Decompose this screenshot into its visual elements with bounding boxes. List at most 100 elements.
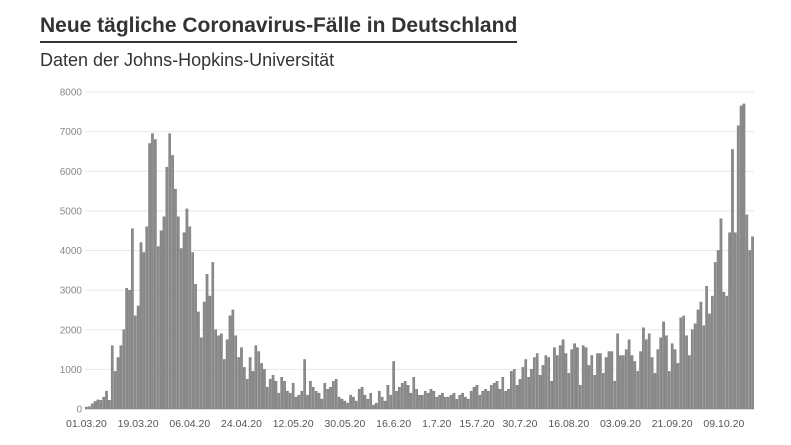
- bar: [495, 381, 499, 410]
- bar: [383, 400, 387, 410]
- bar: [142, 252, 146, 410]
- bar: [599, 353, 602, 410]
- bar: [713, 262, 717, 410]
- bar: [561, 339, 565, 410]
- bar: [489, 385, 493, 410]
- bar: [650, 357, 654, 410]
- bar: [711, 295, 714, 410]
- bar: [274, 381, 278, 410]
- bar: [266, 387, 269, 410]
- bar: [217, 335, 220, 410]
- x-tick-label: 12.05.20: [273, 418, 314, 430]
- bar: [507, 388, 510, 410]
- bar: [544, 355, 548, 410]
- bar: [208, 295, 212, 410]
- bar: [745, 214, 749, 410]
- x-tick-label: 06.04.20: [169, 418, 210, 430]
- y-tick-label: 8000: [60, 88, 83, 99]
- bar: [395, 390, 398, 410]
- bar: [352, 396, 355, 410]
- bar: [587, 365, 591, 410]
- bar: [277, 392, 281, 410]
- bar: [432, 390, 436, 410]
- bar: [573, 343, 576, 410]
- bar: [323, 383, 327, 410]
- y-tick-label: 0: [76, 405, 82, 416]
- bar: [191, 252, 194, 410]
- bar: [288, 392, 292, 410]
- bar: [469, 390, 473, 410]
- bar: [656, 349, 660, 410]
- bar: [231, 309, 235, 410]
- bar: [377, 390, 381, 410]
- bar: [521, 367, 525, 410]
- bar: [108, 400, 111, 410]
- bar: [590, 355, 594, 410]
- bar: [406, 385, 410, 410]
- y-tick-label: 4000: [60, 246, 83, 257]
- bar: [512, 369, 516, 410]
- y-tick-label: 5000: [60, 206, 83, 217]
- bar: [260, 363, 263, 410]
- bar: [444, 396, 447, 410]
- bar: [458, 394, 462, 410]
- bar: [337, 396, 341, 410]
- bar: [225, 339, 229, 410]
- bar: [426, 392, 430, 410]
- bar: [558, 345, 562, 410]
- bar: [696, 309, 700, 410]
- bar: [429, 388, 433, 410]
- bar: [636, 371, 640, 410]
- bar: [653, 373, 657, 410]
- bar: [240, 347, 243, 410]
- bar: [452, 392, 456, 410]
- bar: [647, 333, 651, 410]
- bar: [357, 388, 361, 410]
- x-tick-label: 30.7.20: [502, 418, 537, 430]
- bar: [702, 325, 706, 410]
- bar: [251, 371, 255, 410]
- bar: [538, 375, 542, 410]
- bar: [627, 339, 631, 410]
- x-tick-label: 03.09.20: [600, 418, 641, 430]
- bar: [622, 355, 625, 410]
- y-tick-label: 3000: [60, 286, 83, 297]
- bar: [449, 394, 453, 410]
- bar: [455, 398, 459, 410]
- bar: [197, 311, 200, 410]
- x-tick-label: 01.03.20: [66, 418, 107, 430]
- bar: [326, 388, 329, 410]
- bar: [633, 361, 637, 410]
- bar: [145, 226, 149, 410]
- bar: [105, 390, 108, 410]
- bar: [96, 399, 100, 410]
- y-tick-label: 2000: [60, 325, 83, 336]
- bar: [613, 381, 617, 410]
- bar: [409, 392, 413, 410]
- bar: [363, 394, 367, 410]
- bar: [303, 359, 306, 410]
- bar: [176, 216, 180, 410]
- bar: [360, 387, 364, 410]
- bar: [380, 396, 384, 410]
- bar: [492, 383, 496, 410]
- bar: [567, 373, 571, 410]
- bar: [581, 345, 585, 410]
- bar: [576, 347, 579, 410]
- bar: [375, 402, 378, 410]
- bar: [386, 385, 390, 410]
- bar: [466, 398, 470, 410]
- bar: [165, 167, 169, 410]
- bar: [530, 369, 533, 410]
- bar: [122, 329, 126, 410]
- bar: [90, 403, 94, 410]
- bar: [159, 230, 163, 410]
- bar: [309, 381, 312, 410]
- y-axis: 0 1000 2000 3000 4000 5000 6000 7000 8000: [60, 88, 83, 416]
- bar: [541, 365, 545, 410]
- bar: [355, 400, 358, 410]
- bar: [553, 347, 556, 410]
- bar: [125, 287, 128, 410]
- bar: [624, 349, 628, 410]
- bar: [659, 337, 662, 410]
